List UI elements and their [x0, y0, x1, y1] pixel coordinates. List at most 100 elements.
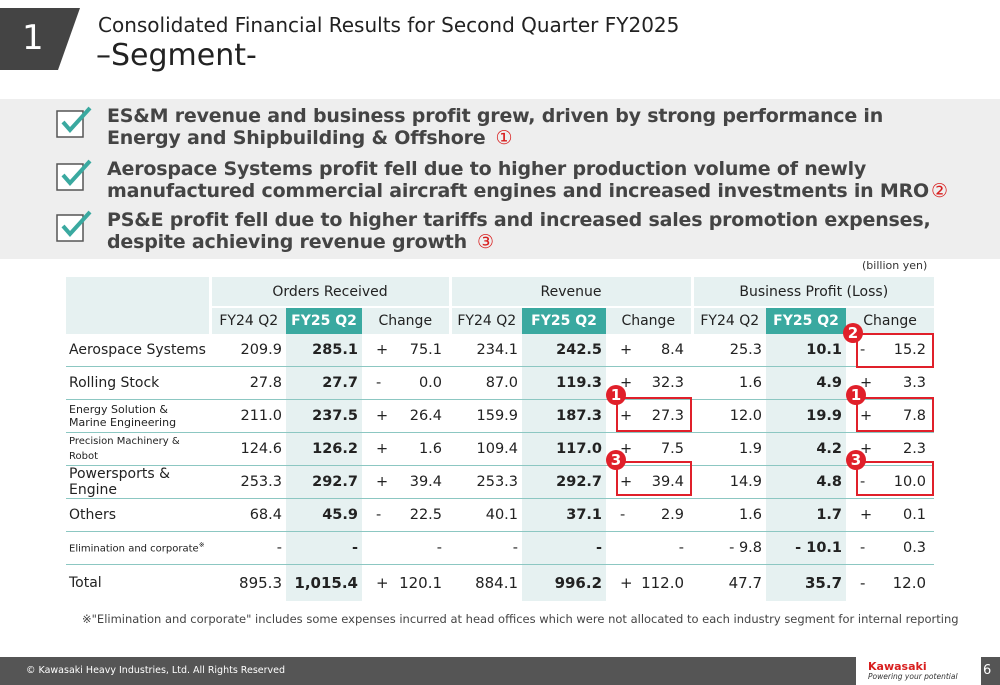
page-title: Consolidated Financial Results for Secon… [98, 13, 680, 37]
col-header-fy24: FY24 Q2 [448, 307, 523, 334]
callout-marker-1: 1 [606, 385, 626, 405]
value-fy24: 68.4 [210, 498, 286, 532]
col-header-fy25: FY25 Q2 [522, 307, 607, 334]
callout-box-1 [856, 397, 934, 432]
col-header-fy25: FY25 Q2 [286, 307, 362, 334]
summary-bullet-text: PS&E profit fell due to higher tariffs a… [107, 209, 931, 253]
value-change: -22.5 [362, 498, 451, 532]
marker-1: ① [495, 127, 513, 149]
value-fy25: 292.7 [286, 465, 362, 499]
value-change: +120.1 [376, 574, 443, 592]
callout-marker-3: 3 [606, 450, 626, 470]
table-row: Precision Machinery & Robot 124.6 126.2 +1.… [66, 432, 935, 466]
summary-panel: ES&M revenue and business profit grew, d… [0, 99, 1000, 259]
value-fy25: 4.9 [766, 366, 847, 400]
callout-box-3 [856, 461, 934, 496]
table-row: Powersports & Engine 253.3 292.7 +39.4 253.3… [66, 465, 935, 499]
callout-box-3 [616, 461, 692, 496]
value-change: +8.4 [606, 334, 693, 367]
col-header-fy24: FY24 Q2 [208, 307, 286, 334]
page-subtitle: –Segment- [96, 38, 257, 73]
value-fy24: 253.3 [210, 465, 286, 499]
value-fy24: - [210, 531, 286, 565]
col-header-fy24: FY24 Q2 [690, 307, 767, 334]
value-change: +39.4 [362, 465, 451, 499]
summary-bullet-text: ES&M revenue and business profit grew, d… [107, 105, 884, 149]
value-fy24: 124.6 [210, 432, 286, 466]
copyright: © Kawasaki Heavy Industries, Ltd. All Ri… [26, 665, 286, 676]
value-fy25: - [522, 531, 607, 565]
value-fy25: - 10.1 [766, 531, 847, 565]
table-row: Total 895.3 1,015.4 +120.1 884.1 996.2 +112.0 4… [66, 564, 934, 601]
value-fy25: 10.1 [766, 334, 847, 367]
value-fy24: - 9.8 [692, 531, 767, 565]
value-fy24: 209.9 [210, 334, 286, 367]
value-fy24: 109.4 [450, 432, 523, 466]
value-change: +1.6 [362, 432, 451, 466]
value-fy24: 253.3 [450, 465, 523, 499]
value-fy24: 1.9 [692, 432, 767, 466]
callout-box-2 [856, 333, 934, 368]
value-fy25: 35.7 [766, 564, 847, 601]
value-fy24: 1.6 [692, 366, 767, 400]
value-fy25: 237.5 [286, 399, 362, 433]
value-change: - [606, 531, 693, 565]
value-fy24: 211.0 [210, 399, 286, 433]
value-fy25: 37.1 [522, 498, 607, 532]
segment-name: Total [69, 575, 102, 591]
segment-name: Others [66, 498, 210, 532]
value-fy24: 1.6 [692, 498, 767, 532]
value-fy24: 40.1 [450, 498, 523, 532]
callout-box-1 [616, 397, 692, 432]
marker-3: ③ [477, 231, 494, 253]
col-header-change: Change [362, 307, 451, 334]
section-number-badge: 1 [0, 8, 80, 70]
table-row: Aerospace Systems 209.9 285.1 +75.1 234.1 242… [66, 334, 935, 367]
value-fy25: 126.2 [286, 432, 362, 466]
value-fy24: 87.0 [450, 366, 523, 400]
value-fy25: 996.2 [522, 564, 607, 601]
value-fy25: 1,015.4 [286, 564, 362, 601]
value-change: -15.2 [846, 334, 935, 367]
table-row: Elimination and corporate※ - - - - - - - 9.8- 1… [66, 531, 935, 565]
value-change: -10.0 [846, 465, 935, 499]
summary-bullet-text: Aerospace Systems profit fell due to hig… [107, 158, 948, 202]
value-fy25: 1.7 [766, 498, 847, 532]
value-fy25: - [286, 531, 362, 565]
value-fy25: 292.7 [522, 465, 607, 499]
value-change: +112.0 [620, 574, 685, 592]
value-fy25: 45.9 [286, 498, 362, 532]
segment-results-table: Orders Received Revenue Business Profit … [66, 277, 935, 601]
value-fy25: 27.7 [286, 366, 362, 400]
segment-name: Powersports & Engine [66, 465, 210, 499]
footnote: ※"Elimination and corporate" includes so… [82, 612, 959, 626]
value-fy25: 119.3 [522, 366, 607, 400]
callout-marker-3: 3 [846, 450, 866, 470]
value-fy24: 159.9 [450, 399, 523, 433]
value-change: +39.4 [606, 465, 693, 499]
table-row: Rolling Stock 27.8 27.7-0.0 87.0 119.3 +32.3 1… [66, 366, 935, 400]
segment-name: Energy Solution & Marine Engineering [66, 399, 210, 433]
value-change: -0.0 [362, 366, 451, 400]
value-fy25: 187.3 [522, 399, 607, 433]
value-change: -0.3 [846, 531, 935, 565]
value-fy24: 895.3 [239, 574, 282, 592]
group-header-revenue: Revenue [448, 277, 693, 308]
value-change: +7.5 [606, 432, 693, 466]
value-change: +27.3 [606, 399, 693, 433]
value-change: +26.4 [362, 399, 451, 433]
callout-marker-1: 1 [846, 385, 866, 405]
footer-bar: © Kawasaki Heavy Industries, Ltd. All Ri… [0, 657, 1000, 685]
checkbox-check-icon [56, 210, 92, 242]
segment-name: Elimination and corporate※ [66, 531, 210, 565]
value-change: +75.1 [362, 334, 451, 367]
value-fy25: 117.0 [522, 432, 607, 466]
value-fy24: 25.3 [692, 334, 767, 367]
value-change: -2.9 [606, 498, 693, 532]
checkbox-check-icon [56, 159, 92, 191]
table-row: Energy Solution & Marine Engineering 211.… [66, 399, 935, 433]
value-fy25: 285.1 [286, 334, 362, 367]
value-fy24: 27.8 [210, 366, 286, 400]
col-header-change: Change [606, 307, 693, 334]
value-fy25: 19.9 [766, 399, 847, 433]
